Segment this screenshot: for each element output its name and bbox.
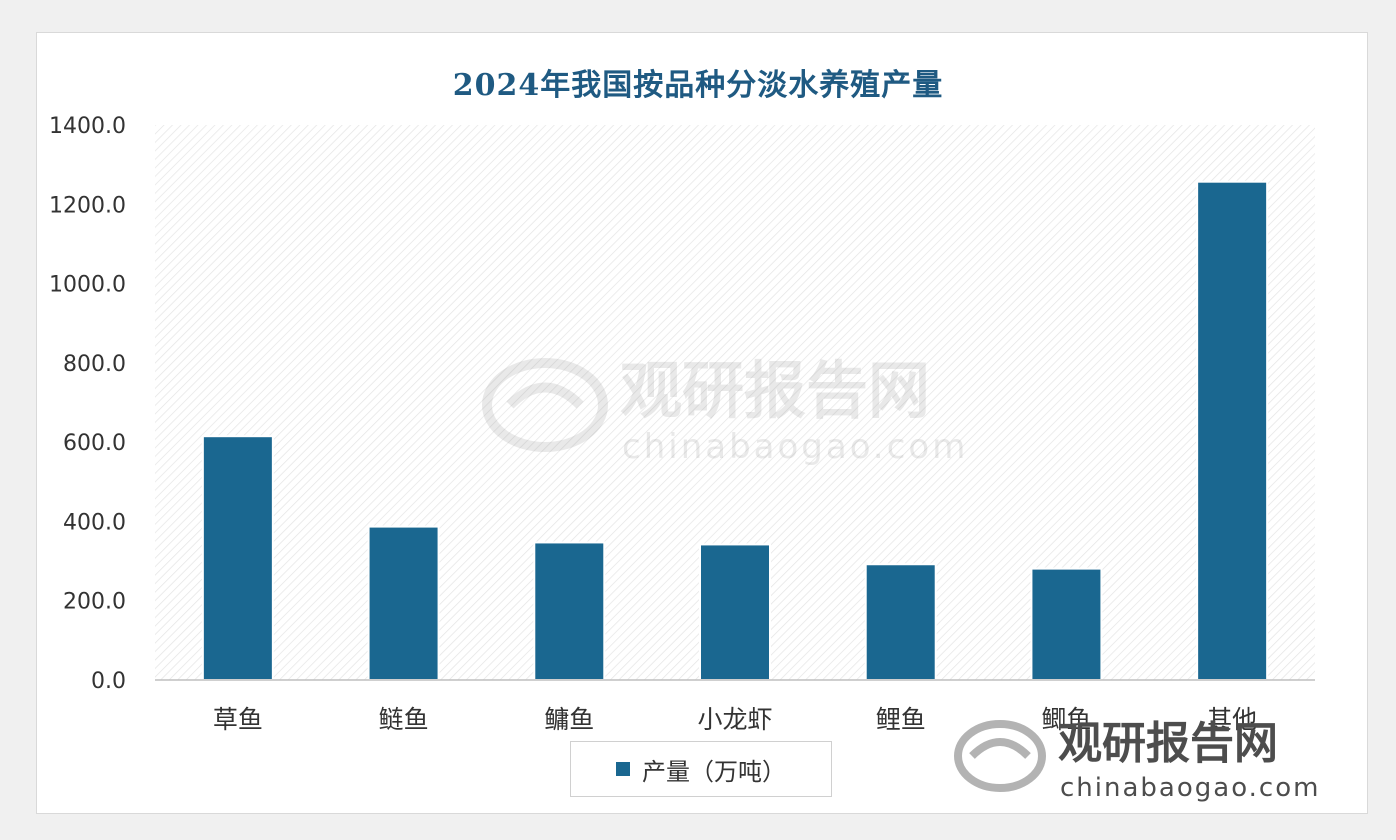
legend-label: 产量（万吨）: [642, 757, 786, 786]
y-tick-label: 1200.0: [49, 193, 126, 218]
legend: 产量（万吨）: [570, 741, 832, 797]
bar: [533, 541, 606, 681]
y-axis: 0.0 200.0 400.0 600.0 800.0 1000.0 1200.0 1400.…: [49, 114, 126, 694]
bar: [1030, 567, 1103, 682]
x-tick-label: 其他: [1207, 705, 1257, 734]
chart-title: 2024年我国按品种分淡水养殖产量: [452, 68, 944, 103]
legend-swatch: [616, 762, 630, 776]
y-tick-label: 200.0: [63, 590, 126, 615]
y-tick-label: 1000.0: [49, 273, 126, 298]
bar: [201, 435, 274, 682]
x-tick-label: 鳙鱼: [544, 705, 594, 734]
x-axis: 草鱼 鲢鱼 鳙鱼 小龙虾 鲤鱼 鲫鱼 其他: [213, 705, 1257, 734]
x-tick-label: 小龙虾: [697, 705, 772, 734]
y-tick-label: 0.0: [91, 669, 126, 694]
bar: [699, 543, 771, 682]
x-tick-label: 草鱼: [213, 705, 263, 734]
x-tick-label: 鲢鱼: [379, 705, 429, 734]
x-tick-label: 鲫鱼: [1041, 705, 1091, 734]
bars: [201, 180, 1269, 682]
y-tick-label: 400.0: [63, 510, 126, 535]
bar: [864, 563, 937, 681]
y-tick-label: 600.0: [63, 431, 126, 456]
y-tick-label: 1400.0: [49, 114, 126, 139]
y-tick-label: 800.0: [63, 352, 126, 377]
x-tick-label: 鲤鱼: [876, 705, 926, 734]
bar: [367, 525, 440, 682]
bar: [1196, 180, 1269, 681]
